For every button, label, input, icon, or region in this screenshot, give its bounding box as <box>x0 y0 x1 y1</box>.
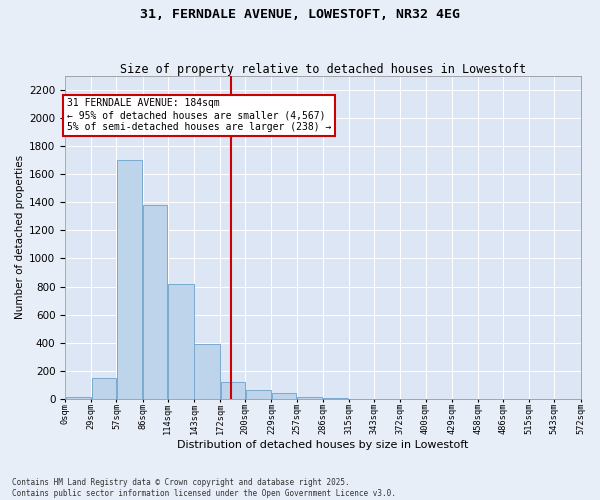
Bar <box>117 160 142 399</box>
Bar <box>246 390 271 399</box>
X-axis label: Distribution of detached houses by size in Lowestoft: Distribution of detached houses by size … <box>177 440 469 450</box>
Bar <box>92 378 116 399</box>
Bar <box>221 382 245 399</box>
Bar <box>65 398 91 399</box>
Bar <box>297 396 322 399</box>
Title: Size of property relative to detached houses in Lowestoft: Size of property relative to detached ho… <box>120 63 526 76</box>
Bar <box>272 393 296 399</box>
Text: 31, FERNDALE AVENUE, LOWESTOFT, NR32 4EG: 31, FERNDALE AVENUE, LOWESTOFT, NR32 4EG <box>140 8 460 20</box>
Text: Contains HM Land Registry data © Crown copyright and database right 2025.
Contai: Contains HM Land Registry data © Crown c… <box>12 478 396 498</box>
Y-axis label: Number of detached properties: Number of detached properties <box>15 156 25 320</box>
Bar <box>169 284 194 399</box>
Bar <box>194 344 220 399</box>
Text: 31 FERNDALE AVENUE: 184sqm
← 95% of detached houses are smaller (4,567)
5% of se: 31 FERNDALE AVENUE: 184sqm ← 95% of deta… <box>67 98 331 132</box>
Bar <box>143 205 167 399</box>
